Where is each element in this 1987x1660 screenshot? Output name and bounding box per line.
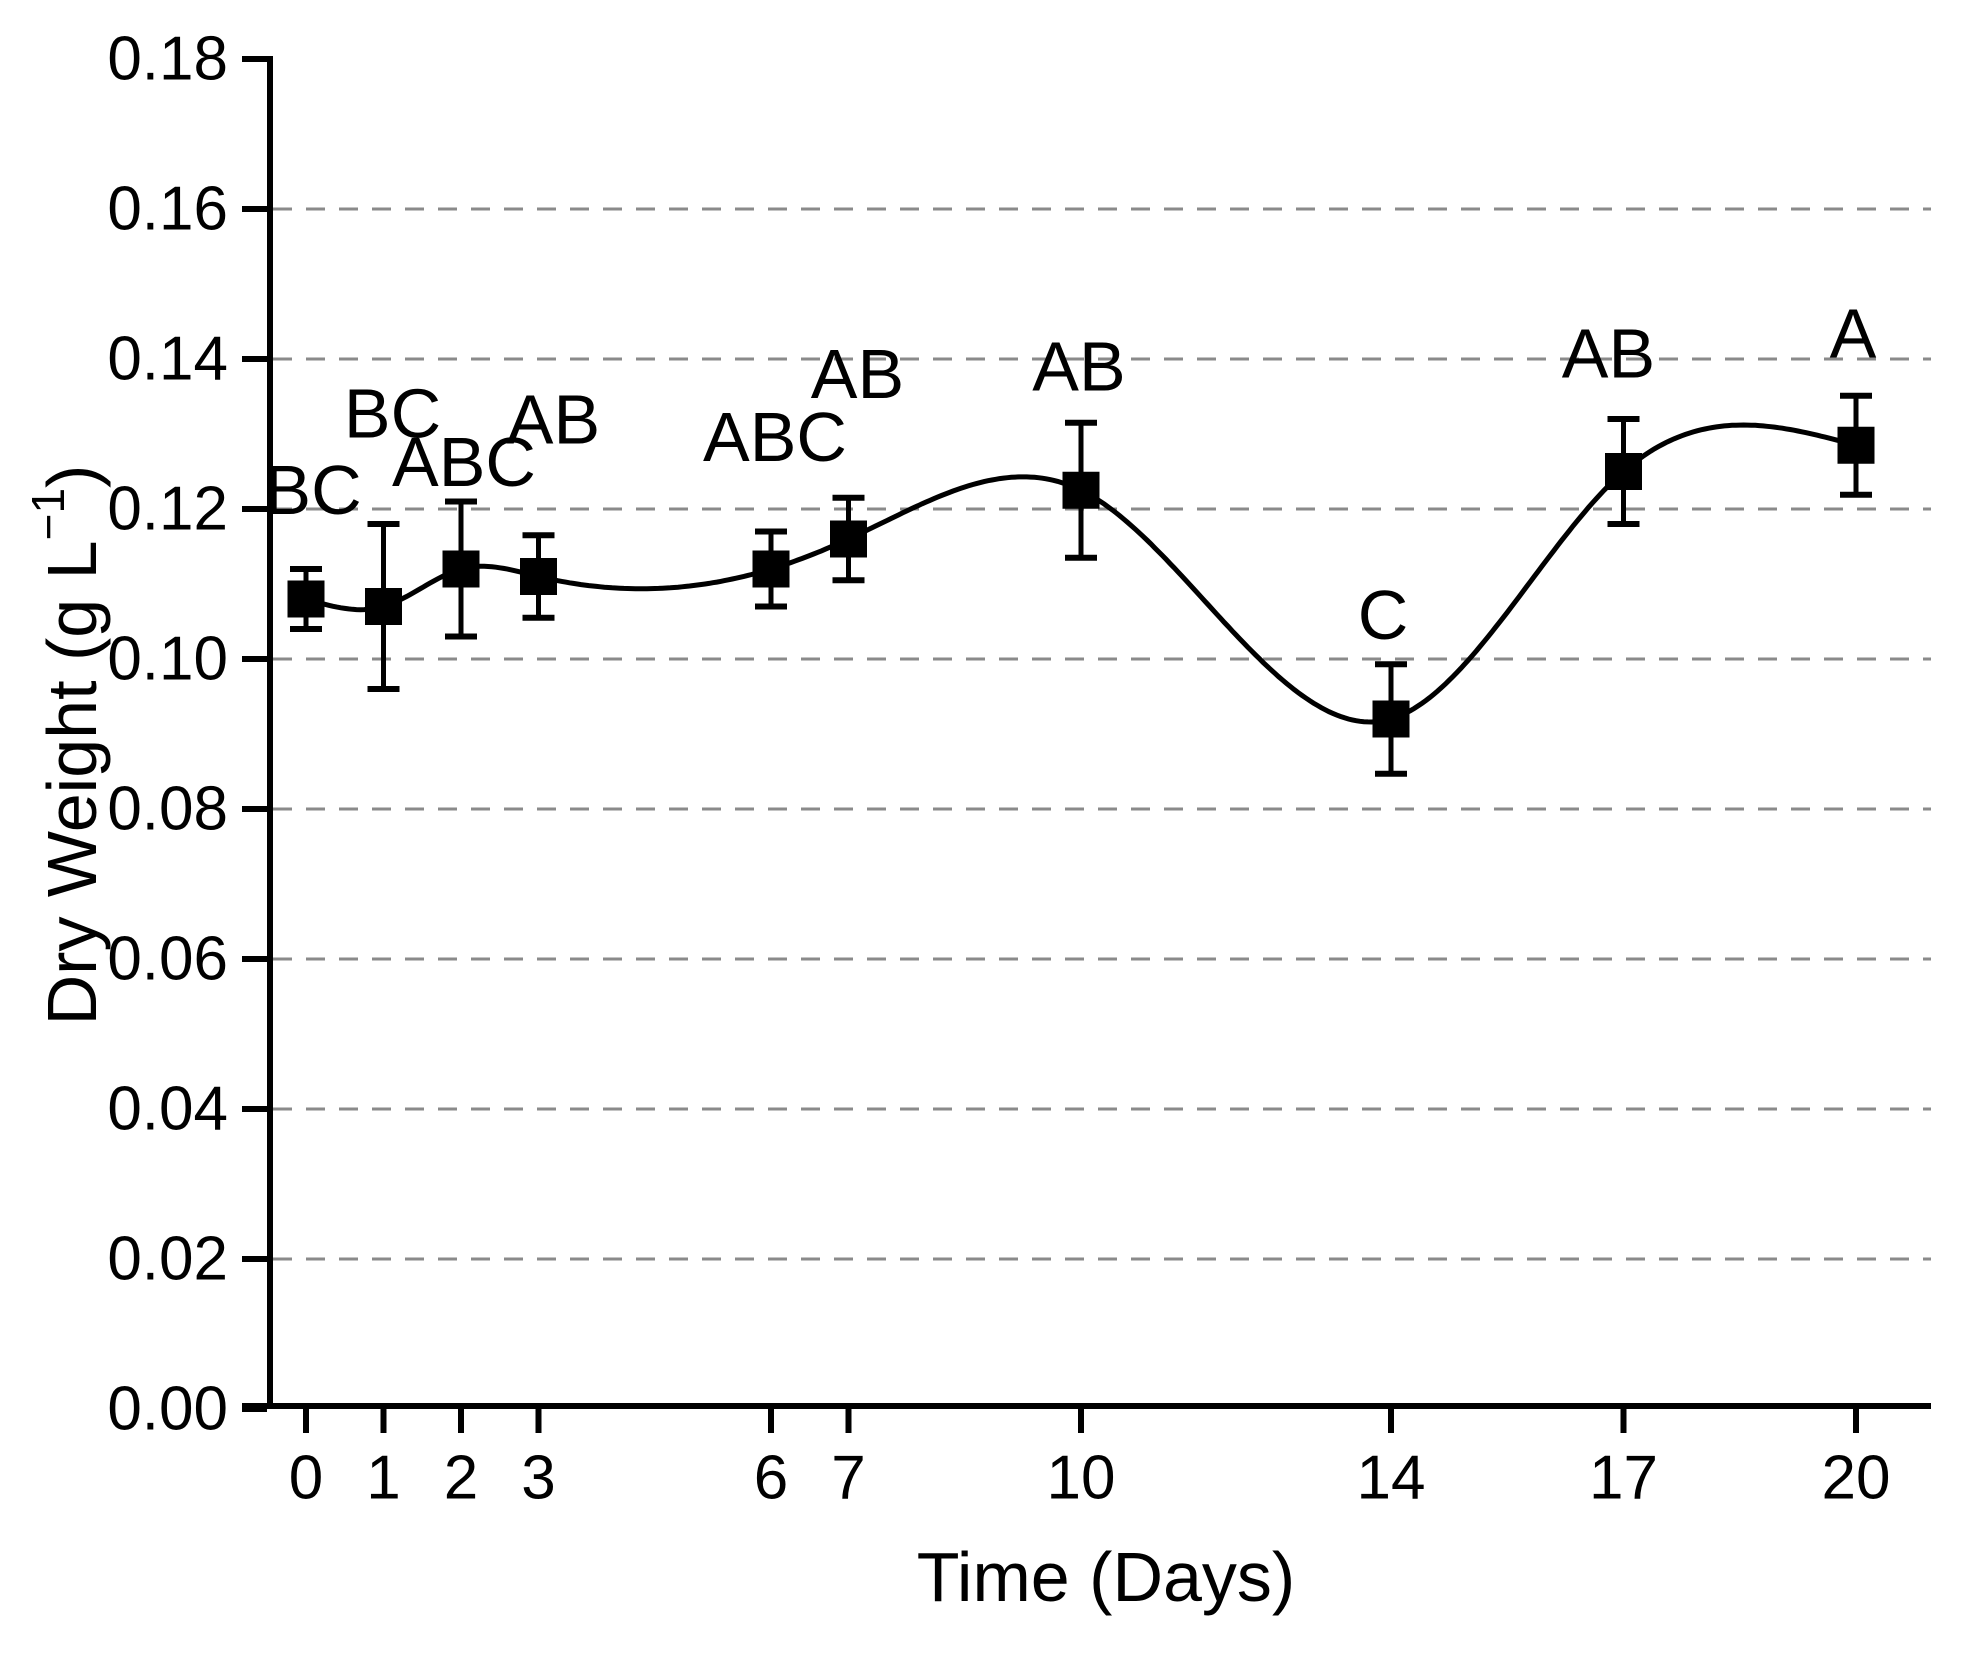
data-point-marker [442, 550, 480, 588]
stat-letter-label: ABC [392, 423, 536, 501]
y-tick-label: 0.12 [107, 475, 228, 544]
data-point-marker [1837, 426, 1875, 464]
y-axis-title-close: ) [33, 465, 111, 488]
data-point-marker [1605, 453, 1642, 490]
data-point-marker [365, 588, 402, 625]
stat-letter-label: BC [264, 451, 361, 529]
x-axis-title: Time (Days) [917, 1538, 1296, 1616]
y-tick-label: 0.02 [107, 1225, 228, 1294]
data-point-marker [1372, 700, 1410, 738]
x-tick-label: 2 [444, 1444, 478, 1513]
data-point-marker [752, 550, 790, 588]
stat-letter-label: BC [344, 375, 441, 453]
data-point-marker [287, 580, 325, 618]
y-axis-title-base: Dry Weight (g L [33, 540, 111, 1025]
x-tick-label: 10 [1047, 1444, 1116, 1513]
x-tick-label: 17 [1589, 1444, 1658, 1513]
x-tick-label: 20 [1822, 1444, 1891, 1513]
y-tick-label: 0.16 [107, 175, 228, 244]
y-axis-title: Dry Weight (g L−1) [22, 465, 111, 1026]
stat-letter-label: AB [811, 335, 904, 413]
y-tick-label: 0.06 [107, 925, 228, 994]
y-tick-label: 0.08 [107, 775, 228, 844]
y-tick-label: 0.00 [107, 1375, 228, 1444]
stat-letter-label: AB [1562, 315, 1655, 393]
stat-letter-label: ABC [703, 398, 847, 476]
x-tick-label: 7 [831, 1444, 865, 1513]
stat-letter-label: AB [1032, 327, 1125, 405]
x-tick-label: 14 [1357, 1444, 1426, 1513]
data-point-marker [1062, 471, 1100, 509]
x-tick-label: 0 [289, 1444, 323, 1513]
stat-letter-label: AB [507, 381, 600, 459]
x-tick-label: 1 [366, 1444, 400, 1513]
x-tick-label: 3 [521, 1444, 555, 1513]
y-tick-label: 0.14 [107, 325, 228, 394]
data-point-marker [520, 558, 557, 595]
stat-letter-label: A [1830, 294, 1877, 372]
stat-letter-label: C [1358, 576, 1409, 654]
y-axis-title-superscript: −1 [22, 488, 74, 540]
y-tick-label: 0.10 [107, 625, 228, 694]
y-tick-label: 0.04 [107, 1075, 228, 1144]
data-point-marker [830, 520, 867, 558]
x-tick-label: 6 [754, 1444, 788, 1513]
y-tick-label: 0.18 [107, 25, 228, 94]
